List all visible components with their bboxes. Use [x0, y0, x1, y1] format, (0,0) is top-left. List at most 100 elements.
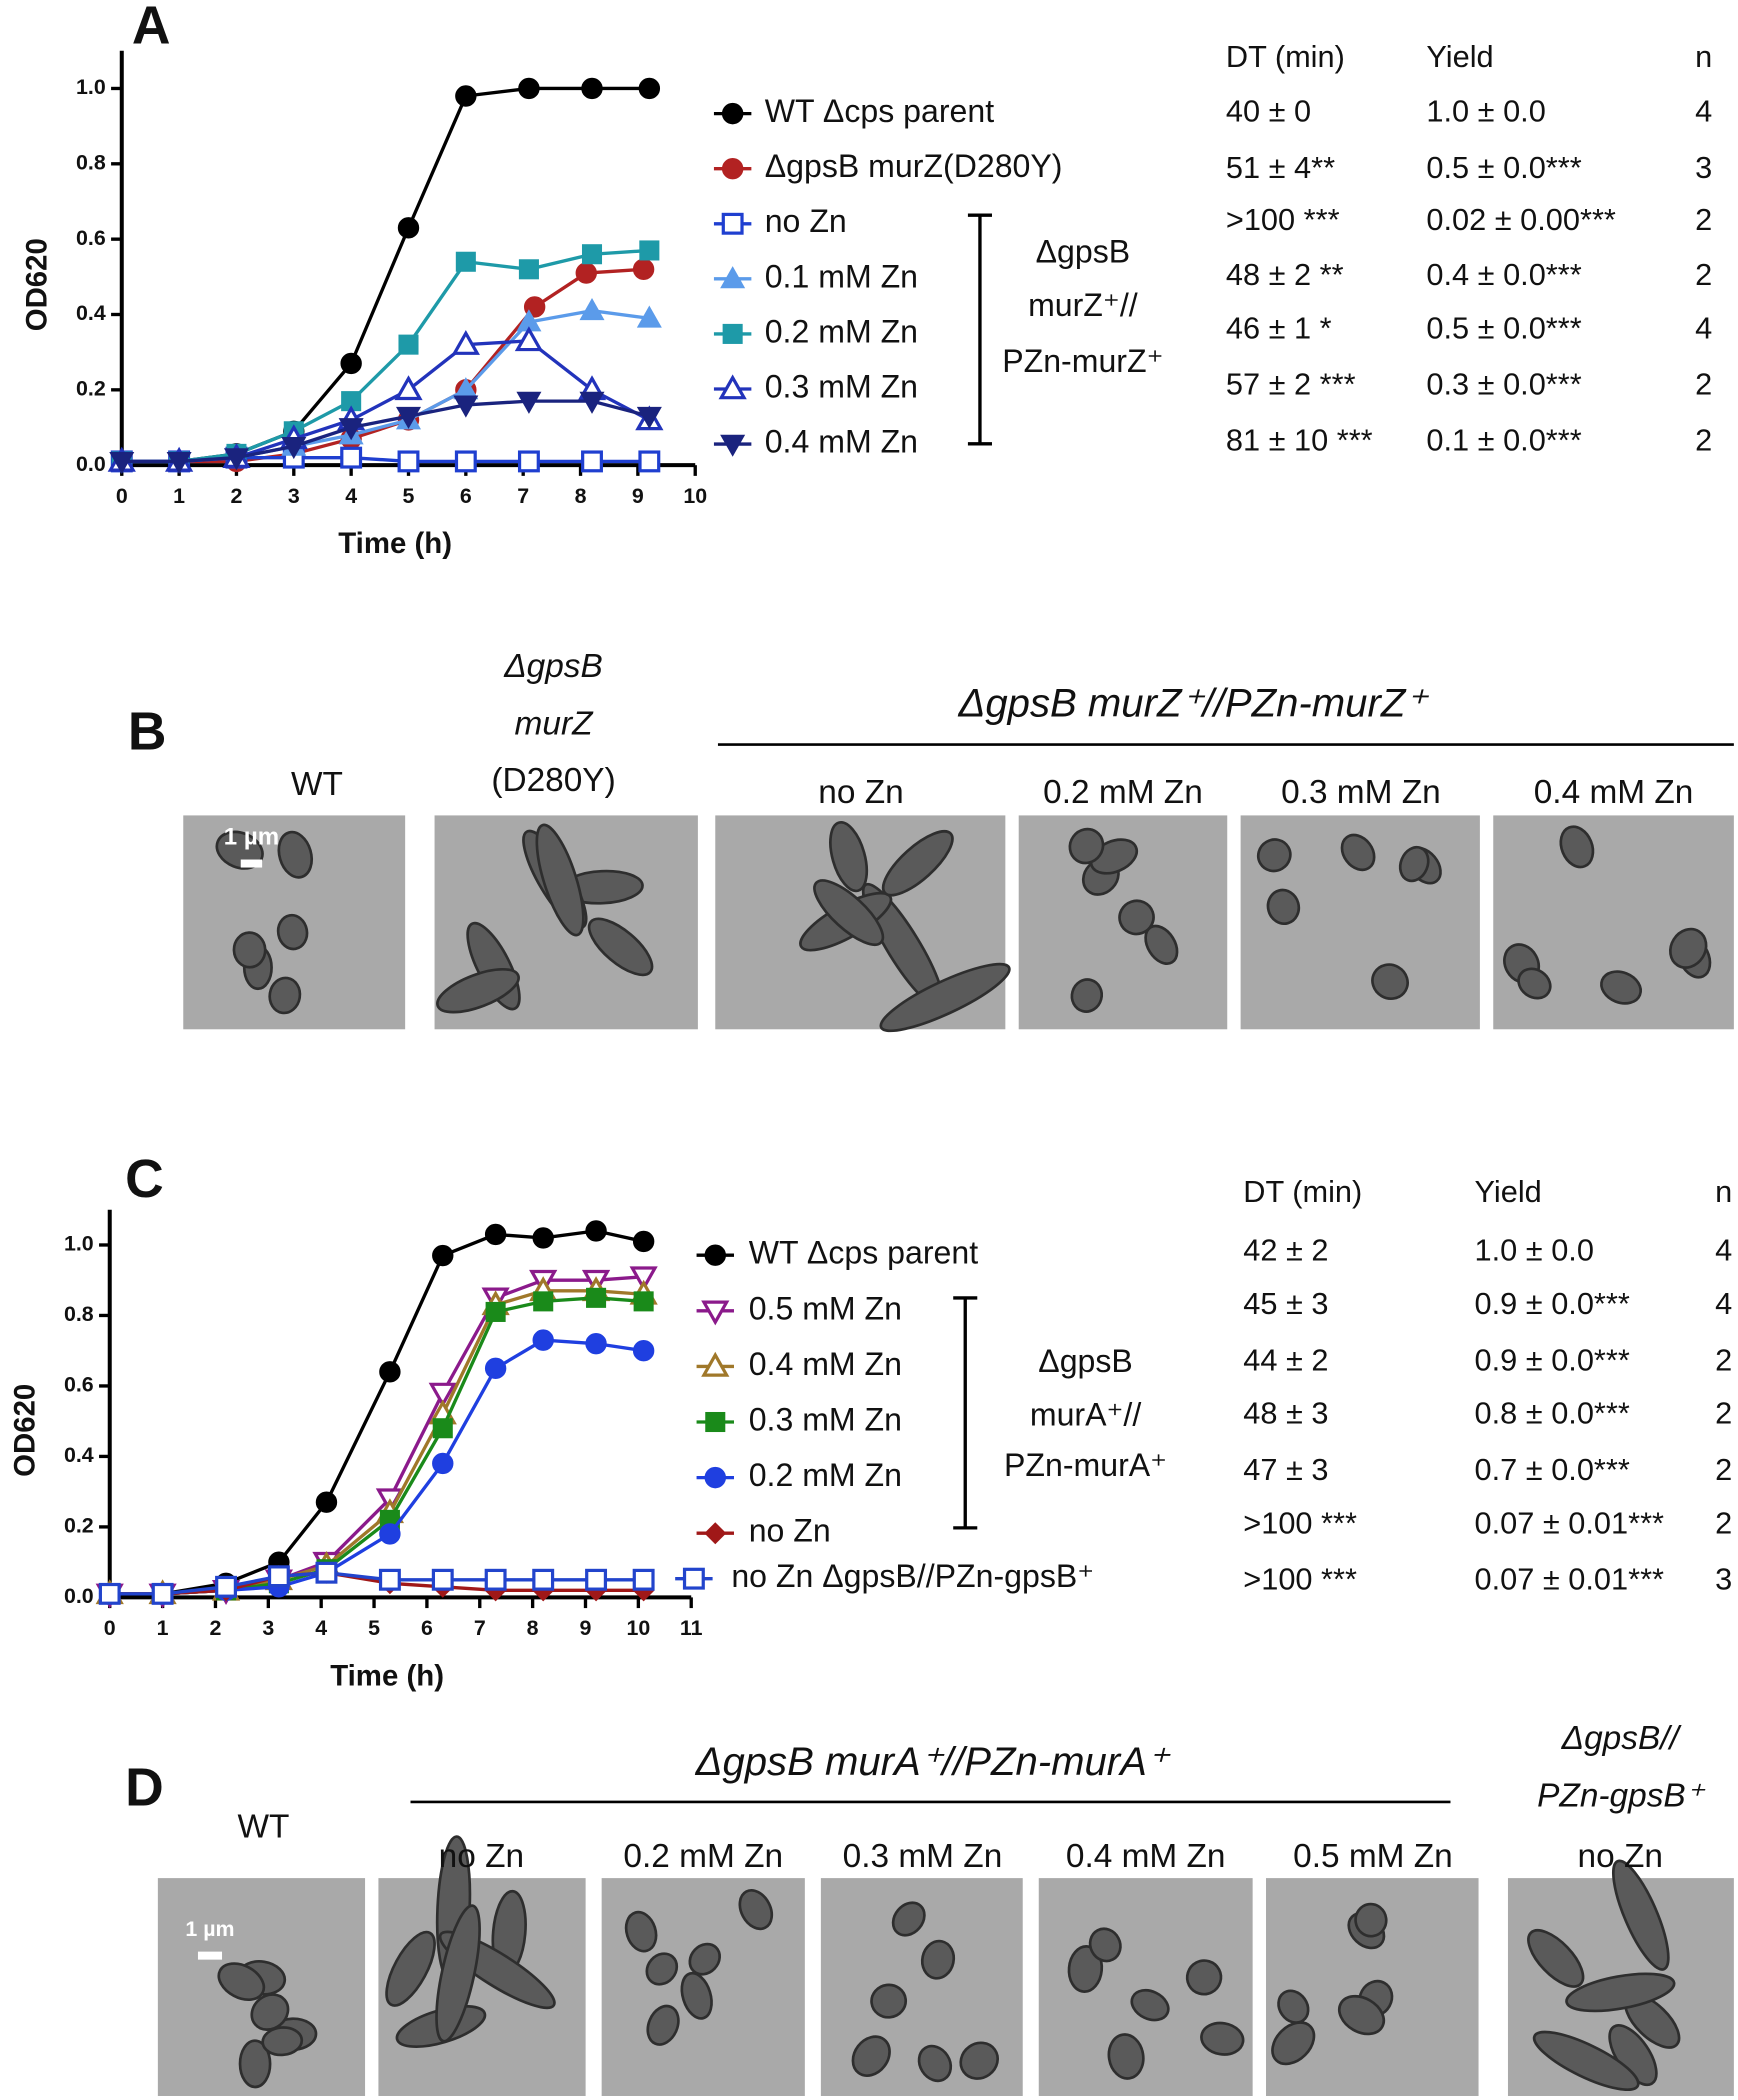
marker	[516, 391, 542, 414]
cell	[1612, 1859, 1670, 1971]
marker	[151, 1582, 174, 1605]
table-cell: 2	[1695, 202, 1712, 237]
table-cell: 0.3 ± 0.0***	[1426, 366, 1581, 401]
marker	[721, 158, 744, 180]
y-tick-label: 0.0	[64, 1584, 94, 1608]
table-cell: 2	[1715, 1342, 1732, 1377]
bracket-label: PZn-murZ⁺	[1002, 343, 1163, 379]
marker	[432, 1244, 454, 1267]
legend-label: 0.2 mM Zn	[765, 313, 918, 349]
cell	[261, 2026, 304, 2057]
x-axis-title: Time (h)	[330, 1659, 444, 1692]
bracket-label: ΔgpsB	[1038, 1343, 1133, 1379]
marker	[720, 434, 746, 457]
cell	[1532, 2030, 1640, 2092]
marker	[721, 102, 744, 125]
y-tick-label: 1.0	[76, 75, 106, 99]
cell	[1200, 2021, 1245, 2056]
cell	[1340, 833, 1376, 872]
marker	[484, 1223, 507, 1246]
marker	[638, 77, 661, 100]
marker	[398, 334, 419, 355]
marker	[585, 1332, 607, 1355]
cell	[238, 2039, 272, 2089]
marker	[484, 1357, 507, 1380]
marker	[518, 259, 539, 280]
marker	[633, 1291, 654, 1312]
bracket	[967, 213, 992, 446]
cell	[1266, 888, 1301, 925]
series-line	[121, 248, 650, 464]
marker	[315, 1561, 338, 1584]
y-tick-label: 0.6	[76, 226, 106, 250]
image-label: 0.2 mM Zn	[1043, 774, 1203, 811]
marker	[340, 446, 363, 469]
marker	[378, 1568, 401, 1591]
marker	[379, 1523, 401, 1545]
table-cell: 2	[1715, 1452, 1732, 1487]
series-line	[121, 399, 650, 464]
image-label: PZn-gpsB⁺	[1537, 1778, 1706, 1815]
cell	[1068, 827, 1105, 865]
marker	[428, 1382, 457, 1408]
image-label: 0.4 mM Zn	[1534, 774, 1694, 811]
marker	[586, 1287, 607, 1308]
marker	[267, 1565, 290, 1588]
cell	[1277, 1989, 1310, 2024]
marker	[453, 395, 479, 418]
marker	[585, 1220, 607, 1242]
marker	[455, 85, 477, 107]
legend-label: 0.4 mM Zn	[749, 1346, 902, 1382]
cell	[1668, 927, 1708, 969]
y-tick-label: 0.4	[76, 301, 106, 325]
y-axis-title: OD620	[21, 238, 54, 331]
cell	[1398, 845, 1430, 883]
cell	[215, 830, 264, 870]
series-line	[121, 267, 644, 464]
image-label: no Zn	[439, 1838, 524, 1875]
marker	[682, 1567, 705, 1590]
cell	[385, 1930, 436, 2007]
cell	[917, 2044, 953, 2083]
panel-label: C	[125, 1150, 164, 1209]
cell	[435, 1904, 481, 2043]
marker	[629, 1266, 658, 1292]
x-tick-label: 8	[575, 484, 587, 508]
cell	[1118, 899, 1155, 936]
legend-label: 0.5 mM Zn	[749, 1290, 902, 1326]
cell	[881, 830, 954, 897]
marker	[718, 374, 747, 400]
marker	[397, 450, 420, 473]
cell	[879, 962, 1011, 1033]
cell	[436, 967, 520, 1014]
cell	[1067, 1945, 1104, 1993]
table-cell: 48 ± 3	[1243, 1396, 1328, 1431]
series-line	[121, 309, 650, 464]
table-cell: 1.0 ± 0.0	[1426, 94, 1545, 129]
table-cell: 40 ± 0	[1226, 94, 1311, 129]
image-label: murZ	[515, 706, 595, 743]
table-header: DT (min)	[1226, 39, 1345, 74]
table-cell: 0.7 ± 0.0***	[1475, 1452, 1630, 1487]
cell	[1107, 2033, 1145, 2080]
bracket-label: murA⁺//	[1030, 1396, 1141, 1432]
image-label: WT	[291, 766, 343, 803]
table-cell: 2	[1695, 257, 1712, 292]
table-cell: >100 ***	[1243, 1561, 1357, 1596]
bracket-label: PZn-murA⁺	[1004, 1447, 1167, 1483]
marker	[454, 450, 477, 473]
scale-bar	[197, 1951, 223, 1960]
cell	[276, 913, 309, 951]
y-tick-label: 0.8	[64, 1302, 94, 1326]
table-header: n	[1695, 39, 1712, 74]
marker	[705, 1411, 726, 1433]
cell	[851, 2035, 891, 2077]
image-label: 0.3 mM Zn	[843, 1838, 1003, 1875]
table-header: n	[1715, 1174, 1732, 1209]
marker	[340, 352, 362, 375]
cell	[813, 879, 885, 946]
marker	[701, 1351, 730, 1377]
x-tick-label: 3	[288, 484, 300, 508]
cell	[870, 1983, 908, 2019]
x-tick-label: 7	[474, 1616, 486, 1640]
